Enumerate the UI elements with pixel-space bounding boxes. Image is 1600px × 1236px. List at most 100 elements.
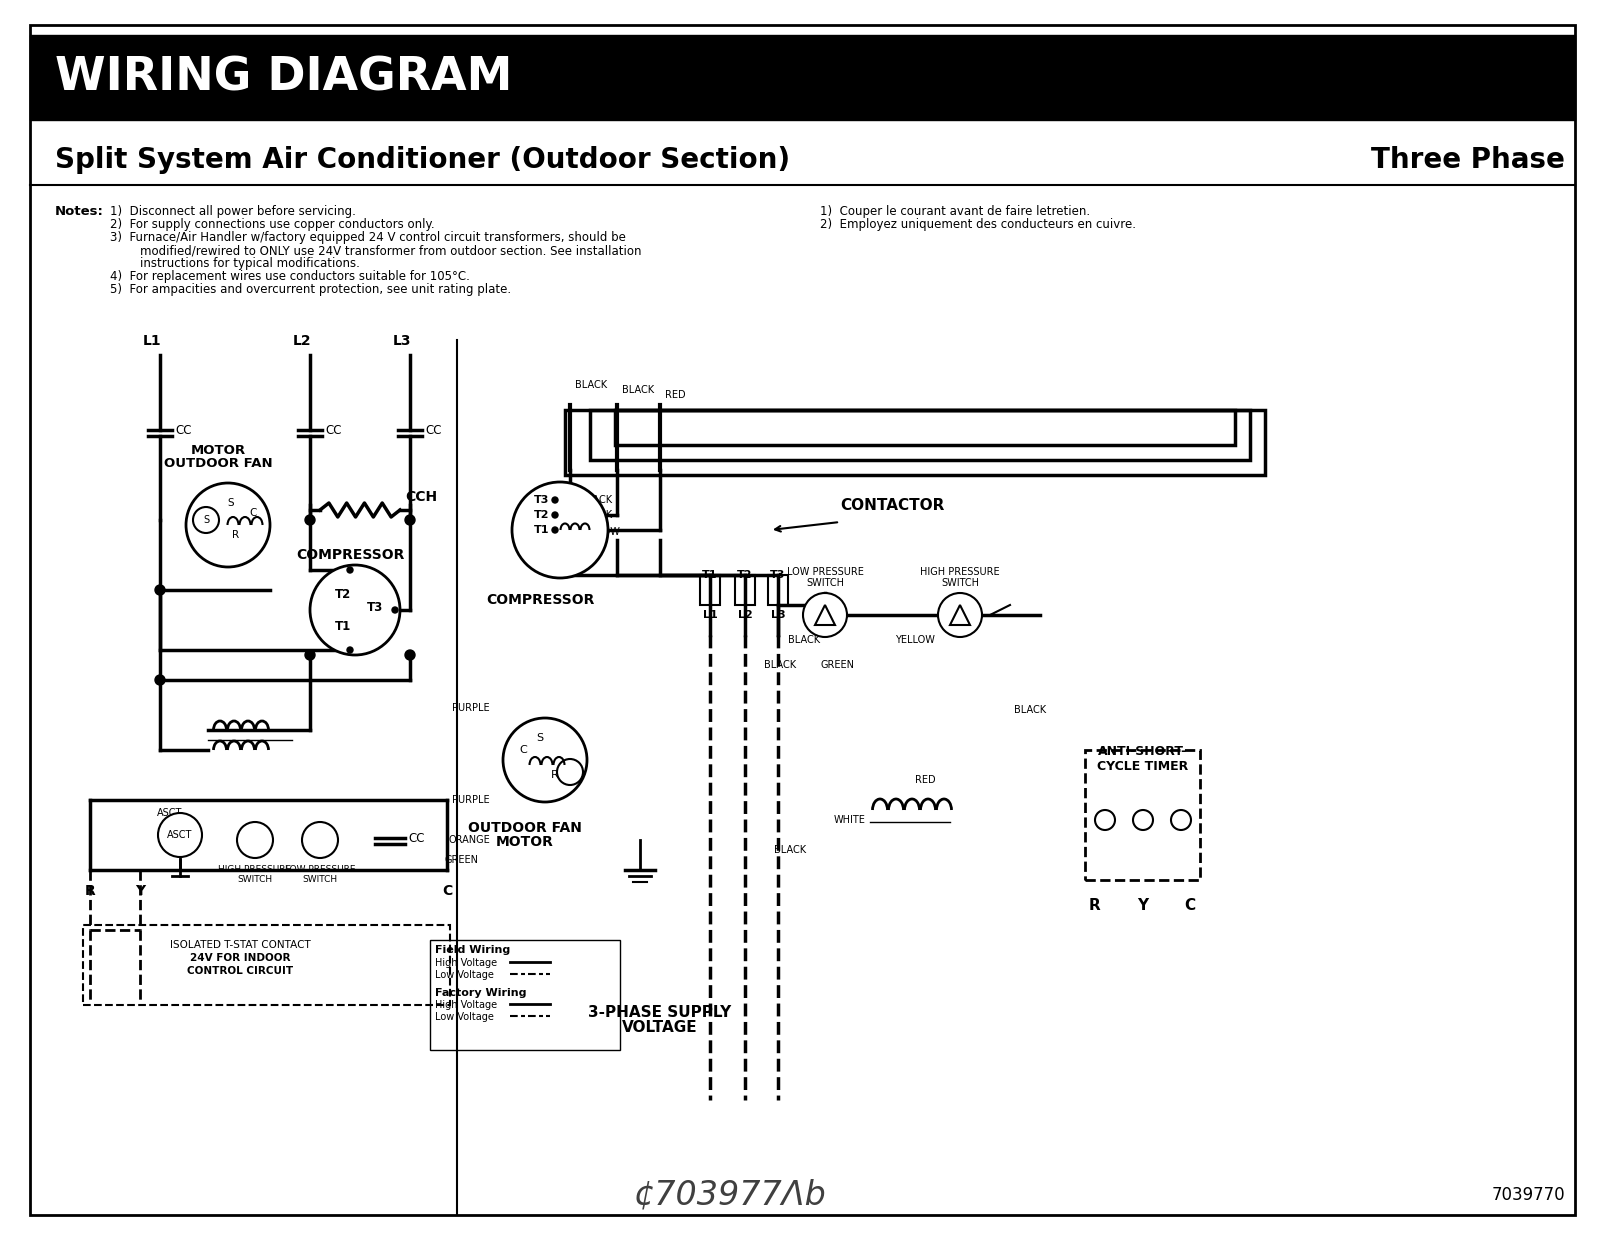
Text: CC: CC [325, 424, 341, 436]
Circle shape [306, 515, 315, 525]
Text: RED: RED [666, 391, 686, 400]
Bar [83, 925, 450, 1005]
Circle shape [1094, 810, 1115, 831]
Text: BLACK: BLACK [574, 379, 606, 391]
Text: RED: RED [915, 775, 936, 785]
Circle shape [194, 507, 219, 533]
Text: C: C [250, 508, 256, 518]
Circle shape [552, 512, 558, 518]
Text: Low Voltage: Low Voltage [435, 1012, 494, 1022]
Circle shape [392, 607, 398, 613]
Text: COMPRESSOR: COMPRESSOR [486, 593, 594, 607]
Text: Notes:: Notes: [54, 205, 104, 218]
Circle shape [512, 482, 608, 578]
Circle shape [1171, 810, 1190, 831]
Text: T3: T3 [770, 570, 786, 580]
Bar [590, 410, 1250, 460]
Text: HIGH PRESSURE
SWITCH: HIGH PRESSURE SWITCH [219, 865, 291, 885]
Text: WHITE: WHITE [834, 815, 866, 824]
Circle shape [306, 650, 315, 660]
Text: R: R [550, 770, 558, 780]
Bar [30, 35, 1574, 120]
Bar [614, 410, 1235, 445]
Text: 3-PHASE SUPPLY: 3-PHASE SUPPLY [589, 1005, 731, 1020]
Text: 2)  Employez uniquement des conducteurs en cuivre.: 2) Employez uniquement des conducteurs e… [821, 218, 1136, 231]
Text: S: S [203, 515, 210, 525]
Text: T2: T2 [534, 510, 550, 520]
Text: MOTOR: MOTOR [496, 836, 554, 849]
Circle shape [938, 593, 982, 637]
Text: SWITCH: SWITCH [941, 578, 979, 588]
Text: CYCLE TIMER: CYCLE TIMER [1098, 760, 1189, 772]
Text: L3: L3 [392, 334, 411, 349]
Text: LOW PRESSURE
SWITCH: LOW PRESSURE SWITCH [285, 865, 355, 885]
Text: GREEN: GREEN [821, 660, 854, 670]
Text: 24V FOR INDOOR: 24V FOR INDOOR [190, 953, 290, 963]
Circle shape [803, 593, 846, 637]
Text: Y: Y [134, 884, 146, 899]
Text: 7039770: 7039770 [1491, 1187, 1565, 1204]
Text: T1: T1 [534, 525, 550, 535]
Text: High Voltage: High Voltage [435, 1000, 498, 1010]
Text: C: C [1184, 899, 1195, 913]
Text: Y: Y [1138, 899, 1149, 913]
Circle shape [186, 483, 270, 567]
Circle shape [302, 822, 338, 858]
Circle shape [310, 565, 400, 655]
Text: WIRING DIAGRAM: WIRING DIAGRAM [54, 54, 512, 100]
Text: BLACK: BLACK [774, 845, 806, 855]
Text: Factory Wiring: Factory Wiring [435, 988, 526, 997]
Text: R: R [85, 884, 96, 899]
Text: BLACK: BLACK [622, 384, 654, 396]
Text: BLACK: BLACK [763, 660, 797, 670]
Circle shape [158, 813, 202, 857]
Text: CC: CC [174, 424, 192, 436]
Text: 4)  For replacement wires use conductors suitable for 105°C.: 4) For replacement wires use conductors … [110, 269, 470, 283]
Text: BLACK: BLACK [581, 494, 613, 506]
Text: VOLTAGE: VOLTAGE [622, 1020, 698, 1035]
Circle shape [557, 759, 582, 785]
Text: T2: T2 [334, 587, 350, 601]
Text: BLACK: BLACK [789, 635, 821, 645]
Text: 2)  For supply connections use copper conductors only.: 2) For supply connections use copper con… [110, 218, 435, 231]
Text: T2: T2 [738, 570, 752, 580]
Text: PURPLE: PURPLE [453, 703, 490, 713]
Text: OUTDOOR FAN: OUTDOOR FAN [469, 821, 582, 836]
Text: S: S [536, 733, 544, 743]
Circle shape [1133, 810, 1154, 831]
Text: COMPRESSOR: COMPRESSOR [296, 548, 405, 562]
Text: YELLOW: YELLOW [581, 527, 619, 536]
Text: T3: T3 [534, 494, 550, 506]
Text: CCH: CCH [405, 489, 437, 504]
Text: CONTACTOR: CONTACTOR [840, 498, 944, 513]
Circle shape [347, 567, 354, 574]
Circle shape [552, 527, 558, 533]
Circle shape [405, 515, 414, 525]
Text: SWITCH: SWITCH [806, 578, 845, 588]
Text: High Voltage: High Voltage [435, 958, 498, 968]
Text: 5)  For ampacities and overcurrent protection, see unit rating plate.: 5) For ampacities and overcurrent protec… [110, 283, 510, 295]
Circle shape [552, 497, 558, 503]
Text: T1: T1 [334, 619, 350, 633]
Text: ASCT: ASCT [157, 808, 182, 818]
Text: instructions for typical modifications.: instructions for typical modifications. [110, 257, 360, 269]
Text: ¢703977Λb: ¢703977Λb [634, 1178, 826, 1211]
Text: MOTOR: MOTOR [190, 444, 245, 456]
Text: Split System Air Conditioner (Outdoor Section): Split System Air Conditioner (Outdoor Se… [54, 146, 790, 174]
Text: ASCT: ASCT [168, 831, 192, 840]
Bar [768, 575, 789, 604]
Text: C: C [518, 745, 526, 755]
Text: ISOLATED T-STAT CONTACT: ISOLATED T-STAT CONTACT [170, 941, 310, 950]
Text: L2: L2 [293, 334, 312, 349]
Text: L1: L1 [142, 334, 162, 349]
Text: PURPLE: PURPLE [453, 795, 490, 805]
Circle shape [155, 675, 165, 685]
Text: HIGH PRESSURE: HIGH PRESSURE [920, 567, 1000, 577]
Text: T3: T3 [366, 601, 382, 613]
Text: CONTROL CIRCUIT: CONTROL CIRCUIT [187, 967, 293, 976]
Text: YELLOW: YELLOW [894, 635, 934, 645]
Text: R: R [1090, 899, 1101, 913]
Circle shape [237, 822, 274, 858]
Text: GREEN: GREEN [445, 855, 478, 865]
Text: CC: CC [426, 424, 442, 436]
